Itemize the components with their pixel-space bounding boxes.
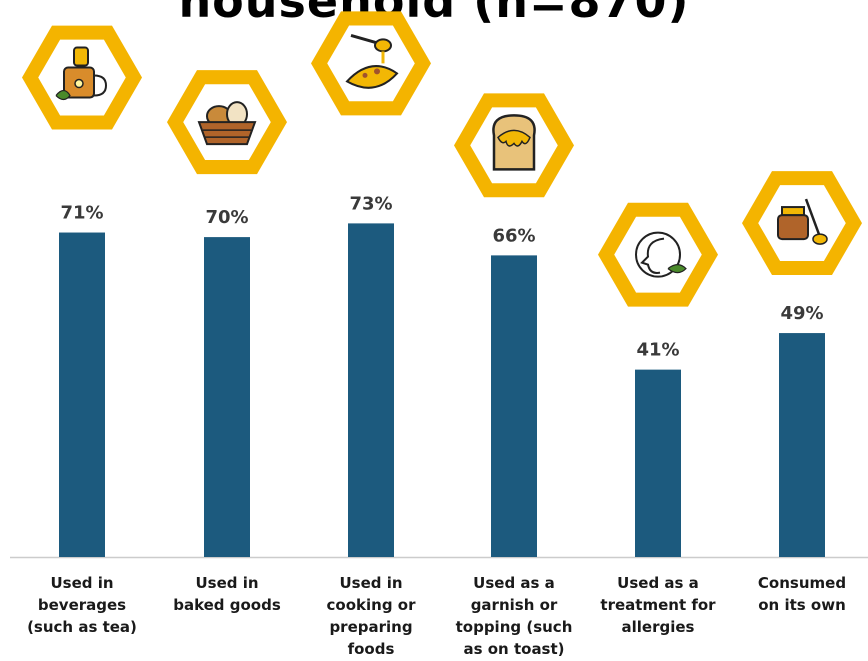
bar [59,232,105,557]
bar-value-label: 71% [60,203,103,224]
bar-value-label: 49% [780,303,823,324]
honey-jar-icon [742,171,862,275]
bar [779,333,825,557]
x-tick-label: Consumed on its own [757,574,847,614]
honey-dipper-pancake-icon [311,11,431,116]
x-tick-label: Used as a garnish or topping (such as on… [455,574,573,658]
tea-cup-icon [22,25,142,130]
bar-value-label: 73% [349,193,392,214]
bar [204,237,250,557]
bar-value-label: 41% [636,340,679,361]
bar [491,255,537,557]
x-tick-label: Used in baked goods [173,574,281,614]
chart-title: household (n=870) [178,0,690,28]
x-tick-label: Used as a treatment for allergies [600,574,716,636]
x-tick-label: Used in beverages (such as tea) [27,574,137,636]
toast-icon [454,93,574,198]
x-tick-label: Used in cooking or preparing foods [326,574,416,658]
bar [348,223,394,557]
bread-basket-icon [167,70,287,175]
bar-value-label: 66% [492,225,535,246]
bar [635,369,681,557]
bar-value-label: 70% [205,207,248,228]
sneeze-allergy-icon [598,202,718,307]
